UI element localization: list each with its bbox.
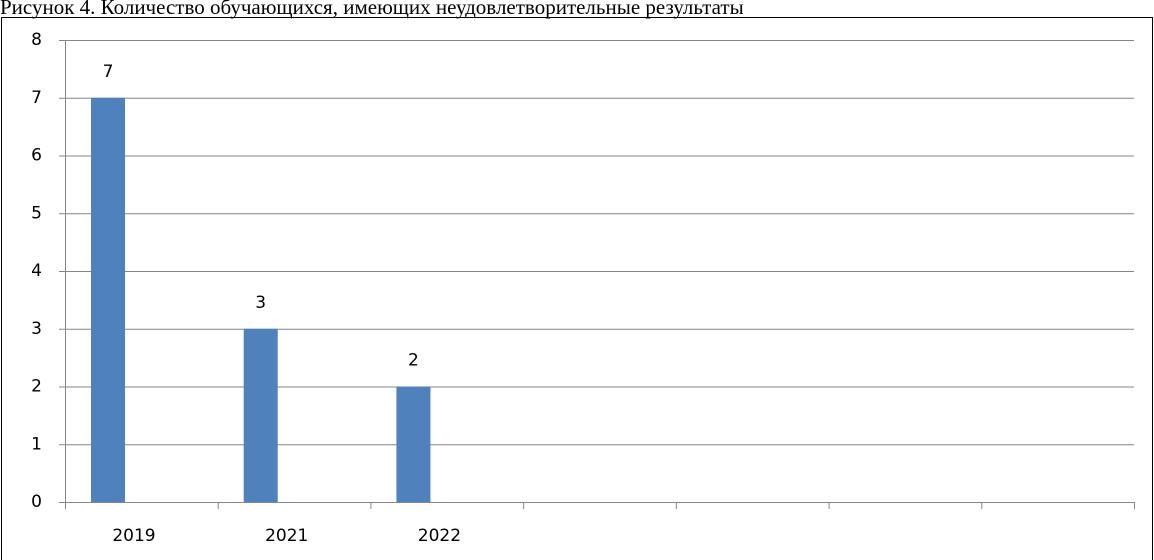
data-label: 2 [408, 351, 419, 371]
y-tick-label: 4 [31, 261, 42, 281]
bar [91, 97, 125, 502]
data-label: 3 [255, 293, 266, 313]
chart-frame [1, 17, 1153, 560]
y-tick-label: 3 [31, 319, 42, 339]
x-tick-label: 2019 [112, 526, 155, 546]
y-tick-label: 0 [31, 492, 42, 512]
y-tick-label: 2 [31, 377, 42, 397]
x-tick-label: 2022 [418, 526, 461, 546]
x-tick-label: 2021 [265, 526, 308, 546]
bar [243, 328, 278, 502]
y-tick-label: 8 [31, 30, 42, 50]
data-label: 7 [103, 62, 114, 82]
y-tick-label: 7 [31, 88, 42, 108]
y-tick-label: 5 [31, 203, 42, 223]
y-tick-label: 6 [31, 146, 42, 166]
bar [396, 386, 431, 502]
chart-title: Рисунок 4. Количество обучающихся, имеющ… [0, 0, 744, 19]
y-tick-label: 1 [31, 434, 42, 454]
